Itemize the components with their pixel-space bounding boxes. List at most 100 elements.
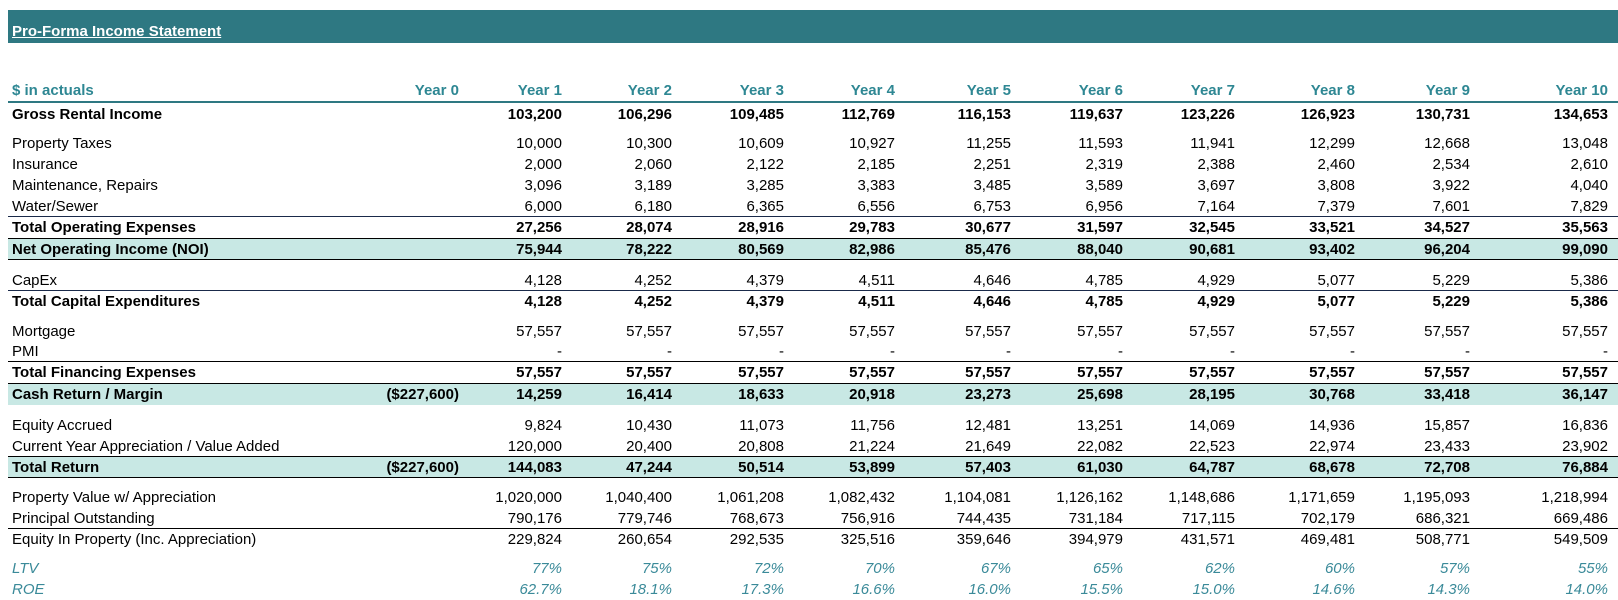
cell-year-4: 57,557	[849, 364, 895, 381]
cell-year-4: 10,927	[849, 135, 895, 152]
cell-year-8: 469,481	[1300, 531, 1355, 548]
cell-year-8: 57,557	[1309, 364, 1355, 381]
cell-year-3: 57,557	[738, 364, 784, 381]
cell-year-7: -	[1230, 343, 1235, 360]
cell-year-1: 75,944	[516, 241, 562, 258]
cell-year-3: 4,379	[746, 272, 784, 289]
cell-year-10: 669,486	[1553, 510, 1608, 527]
row-appreciation: Current Year Appreciation / Value Added 1…	[8, 436, 1618, 457]
cell-year-7: 2,388	[1197, 156, 1235, 173]
cell-year-1: 1,020,000	[495, 489, 562, 506]
cell-year-1: 103,200	[507, 106, 562, 123]
cell-year-9: 96,204	[1424, 241, 1470, 258]
cell-year-5: 21,649	[965, 438, 1011, 455]
cell-year-7: 15.0%	[1192, 581, 1235, 598]
cell-year-6: 2,319	[1085, 156, 1123, 173]
cell-year-3: 109,485	[729, 106, 784, 123]
cell-year-1: 9,824	[524, 417, 562, 434]
row-label: Total Operating Expenses	[12, 219, 196, 236]
cell-year-6: 6,956	[1085, 198, 1123, 215]
cell-year-9: 14.3%	[1427, 581, 1470, 598]
cell-year-10: 7,829	[1570, 198, 1608, 215]
row-label: LTV	[12, 560, 39, 577]
cell-year-8: 33,521	[1309, 219, 1355, 236]
column-header-year-3: Year 3	[739, 82, 784, 99]
cell-year-4: -	[890, 343, 895, 360]
cell-year-0: ($227,600)	[386, 386, 459, 403]
cell-year-10: 4,040	[1570, 177, 1608, 194]
cell-year-9: 57,557	[1424, 323, 1470, 340]
cell-year-9: 5,229	[1432, 272, 1470, 289]
cell-year-5: 1,104,081	[944, 489, 1011, 506]
cell-year-7: 28,195	[1189, 386, 1235, 403]
cell-year-6: 57,557	[1077, 323, 1123, 340]
cell-year-4: 21,224	[849, 438, 895, 455]
cell-year-9: 5,229	[1432, 293, 1470, 310]
cell-year-5: 116,153	[957, 106, 1011, 123]
row-label: Gross Rental Income	[12, 106, 163, 123]
cell-year-4: 2,185	[857, 156, 895, 173]
cell-year-10: 1,218,994	[1541, 489, 1608, 506]
cell-year-6: 11,593	[1078, 135, 1123, 152]
cell-year-8: 60%	[1324, 560, 1355, 577]
cell-year-5: 85,476	[965, 241, 1011, 258]
cell-year-9: 3,922	[1432, 177, 1470, 194]
cell-year-5: -	[1006, 343, 1011, 360]
cell-year-5: 2,251	[973, 156, 1011, 173]
cell-year-9: 12,668	[1424, 135, 1470, 152]
cell-year-7: 57,557	[1189, 364, 1235, 381]
row-capex: CapEx 4,128 4,252 4,379 4,511 4,646 4,785 4,929…	[8, 270, 1618, 291]
cell-year-8: 68,678	[1309, 459, 1355, 476]
cell-year-6: 61,030	[1077, 459, 1123, 476]
cell-year-4: 16.6%	[852, 581, 895, 598]
cell-year-1: 27,256	[516, 219, 562, 236]
cell-year-1: 2,000	[524, 156, 562, 173]
row-noi: Net Operating Income (NOI) 75,944 78,222 80…	[8, 239, 1618, 260]
row-roe: ROE 62.7% 18.1% 17.3% 16.6% 16.0% 15.5% 15.0% 14…	[8, 579, 1618, 600]
cell-year-10: 14.0%	[1565, 581, 1608, 598]
cell-year-5: 4,646	[973, 272, 1011, 289]
cell-year-5: 359,646	[956, 531, 1011, 548]
units-label: $ in actuals	[12, 82, 94, 99]
cell-year-7: 11,941	[1190, 135, 1235, 152]
cell-year-10: 13,048	[1562, 135, 1608, 152]
row-label: Principal Outstanding	[12, 510, 155, 527]
cell-year-7: 717,115	[1181, 510, 1235, 527]
cell-year-4: 82,986	[849, 241, 895, 258]
cell-year-2: 16,414	[626, 386, 672, 403]
cell-year-6: 22,082	[1077, 438, 1123, 455]
cell-year-2: 18.1%	[629, 581, 672, 598]
cell-year-1: 6,000	[524, 198, 562, 215]
header-row: $ in actuals Year 0 Year 1 Year 2 Year 3 Yea…	[8, 80, 1618, 101]
cell-year-7: 57,557	[1189, 323, 1235, 340]
cell-year-5: 3,485	[973, 177, 1011, 194]
column-header-year-10: Year 10	[1555, 82, 1608, 99]
cell-year-3: 28,916	[738, 219, 784, 236]
cell-year-10: 36,147	[1562, 386, 1608, 403]
row-label: Total Capital Expenditures	[12, 293, 201, 310]
cell-year-3: -	[779, 343, 784, 360]
cell-year-6: 31,597	[1077, 219, 1123, 236]
cell-year-2: 28,074	[626, 219, 672, 236]
cell-year-5: 744,435	[956, 510, 1011, 527]
cell-year-7: 431,571	[1180, 531, 1235, 548]
cell-year-7: 7,164	[1197, 198, 1235, 215]
cell-year-10: 23,902	[1562, 438, 1608, 455]
row-ltv: LTV 77% 75% 72% 70% 67% 65% 62% 60% 57% 55%	[8, 558, 1618, 579]
cell-year-8: 14.6%	[1312, 581, 1355, 598]
cell-year-4: 756,916	[840, 510, 895, 527]
cell-year-2: 1,040,400	[605, 489, 672, 506]
cell-year-6: 119,637	[1069, 106, 1123, 123]
row-label: Equity In Property (Inc. Appreciation)	[12, 531, 257, 548]
cell-year-2: -	[667, 343, 672, 360]
cell-year-10: 5,386	[1570, 293, 1608, 310]
cell-year-2: 20,400	[626, 438, 672, 455]
cell-year-5: 67%	[980, 560, 1011, 577]
cell-year-8: 1,171,659	[1288, 489, 1355, 506]
cell-year-10: 5,386	[1570, 272, 1608, 289]
column-header-year-2: Year 2	[627, 82, 672, 99]
cell-year-7: 22,523	[1189, 438, 1235, 455]
cell-year-3: 3,285	[746, 177, 784, 194]
cell-year-9: 23,433	[1424, 438, 1470, 455]
cell-year-10: -	[1603, 343, 1608, 360]
